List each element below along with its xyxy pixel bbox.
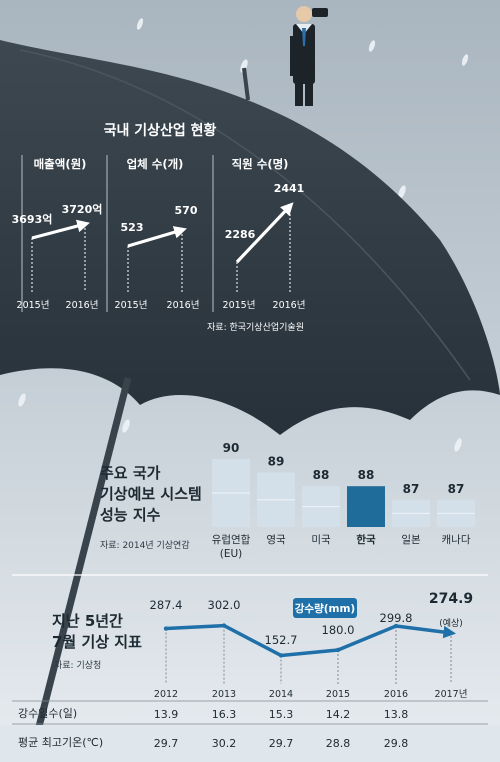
industry-arrow (235, 202, 294, 264)
revenue-2015-label: 3693억 (12, 213, 53, 226)
row-label-rain-days: 강수일수(일) (18, 706, 77, 720)
july-source: 자료: 기상청 (54, 660, 101, 671)
umbrella-rib (19, 49, 471, 381)
x-tick-label: 2013 (212, 689, 236, 700)
guide-lines (31, 206, 291, 292)
max-temp-cell: 30.2 (212, 737, 237, 750)
table-row-bg (0, 725, 500, 762)
rainfall-legend-label: 강수량(mm) (295, 602, 355, 615)
companies-2016-label: 570 (175, 204, 198, 217)
employees-2015-label: 2286 (225, 228, 256, 241)
rainfall-value-label: 152.7 (265, 633, 298, 647)
bar-value-label: 88 (358, 468, 375, 482)
companies-2015-label: 523 (121, 221, 144, 234)
rainfall-point (335, 647, 341, 653)
x-tick-label: 2015 (326, 689, 350, 700)
forecast-title-line: 주요 국가 (100, 464, 161, 482)
umbrella-canopy (0, 40, 500, 435)
bar-category-label: 일본 (401, 533, 421, 546)
july-title-line: 7월 기상 지표 (52, 633, 142, 651)
rainfall-value-label: 287.4 (150, 598, 183, 612)
year-label: 2016년 (66, 300, 99, 311)
july-title-line: 지난 5년간 (52, 612, 123, 630)
rainfall-value-label: 180.0 (322, 623, 355, 637)
bar-category-label: 미국 (311, 534, 331, 546)
industry-source: 자료: 한국기상산업기술원 (207, 322, 304, 333)
year-label: 2016년 (167, 300, 200, 311)
bar-category-label: 한국 (356, 533, 376, 546)
bar-category-label: 캐나다 (442, 534, 471, 546)
rain-days-cell: 16.3 (212, 708, 237, 721)
rainfall-point (393, 623, 399, 629)
rain-days-cell: 15.3 (269, 708, 294, 721)
employees-2016-label: 2441 (274, 182, 305, 195)
forecast-source: 자료: 2014년 기상연감 (100, 539, 190, 551)
industry-arrow (127, 226, 187, 248)
rainfall-point (163, 626, 169, 631)
year-label: 2015년 (17, 300, 50, 311)
rainfall-line (165, 623, 457, 658)
x-tick-label: 2016 (384, 689, 408, 700)
rainfall-value-label: 299.8 (380, 611, 413, 625)
bar-category-label: 유럽연합 (212, 533, 251, 546)
rainfall-legend-badge (293, 598, 357, 618)
bar-category-label: (EU) (220, 548, 243, 560)
industry-arrow (31, 219, 90, 240)
rain-days-cell: 13.9 (154, 708, 179, 721)
rainfall-point (221, 623, 227, 628)
rainfall-value-label: 274.9 (429, 591, 473, 607)
row-label-max-temp: 평균 최고기온(℃) (18, 736, 103, 749)
x-tick-label: 2014 (269, 689, 293, 700)
forecast-note: (예상) (439, 618, 463, 629)
max-temp-cell: 29.8 (384, 737, 409, 750)
revenue-2016-label: 3720억 (62, 203, 103, 216)
bar-value-label: 88 (313, 468, 330, 482)
industry-title: 국내 기상산업 현황 (104, 122, 217, 139)
rain-days-cell: 13.8 (384, 708, 409, 721)
forecast-title-line: 기상예보 시스템 (100, 485, 202, 503)
man-with-binoculars-icon (290, 6, 328, 106)
panel-title-companies: 업체 수(개) (127, 157, 184, 171)
panel-title-employees: 직원 수(명) (232, 157, 289, 171)
year-label: 2015년 (115, 300, 148, 311)
rain-days-cell: 14.2 (326, 708, 351, 721)
forecast-title-line: 성능 지수 (100, 506, 161, 524)
rainfall-value-label: 302.0 (208, 598, 241, 612)
bar (347, 486, 385, 527)
max-temp-cell: 28.8 (326, 737, 351, 750)
rainfall-point (278, 653, 284, 658)
max-temp-cell: 29.7 (154, 737, 179, 750)
panel-title-revenue: 매출액(원) (34, 157, 87, 171)
year-label: 2016년 (273, 300, 306, 311)
umbrella-handle (26, 377, 132, 762)
umbrella-tip (242, 67, 250, 101)
bar-value-label: 87 (403, 482, 420, 496)
bar-value-label: 90 (223, 441, 240, 455)
max-temp-cell: 29.7 (269, 737, 294, 750)
bar-value-label: 89 (268, 455, 285, 469)
x-tick-label: 2017년 (435, 689, 468, 700)
bar-category-label: 영국 (266, 534, 286, 546)
x-tick-label: 2012 (154, 689, 178, 700)
year-label: 2015년 (223, 300, 256, 311)
bar-value-label: 87 (448, 482, 465, 496)
